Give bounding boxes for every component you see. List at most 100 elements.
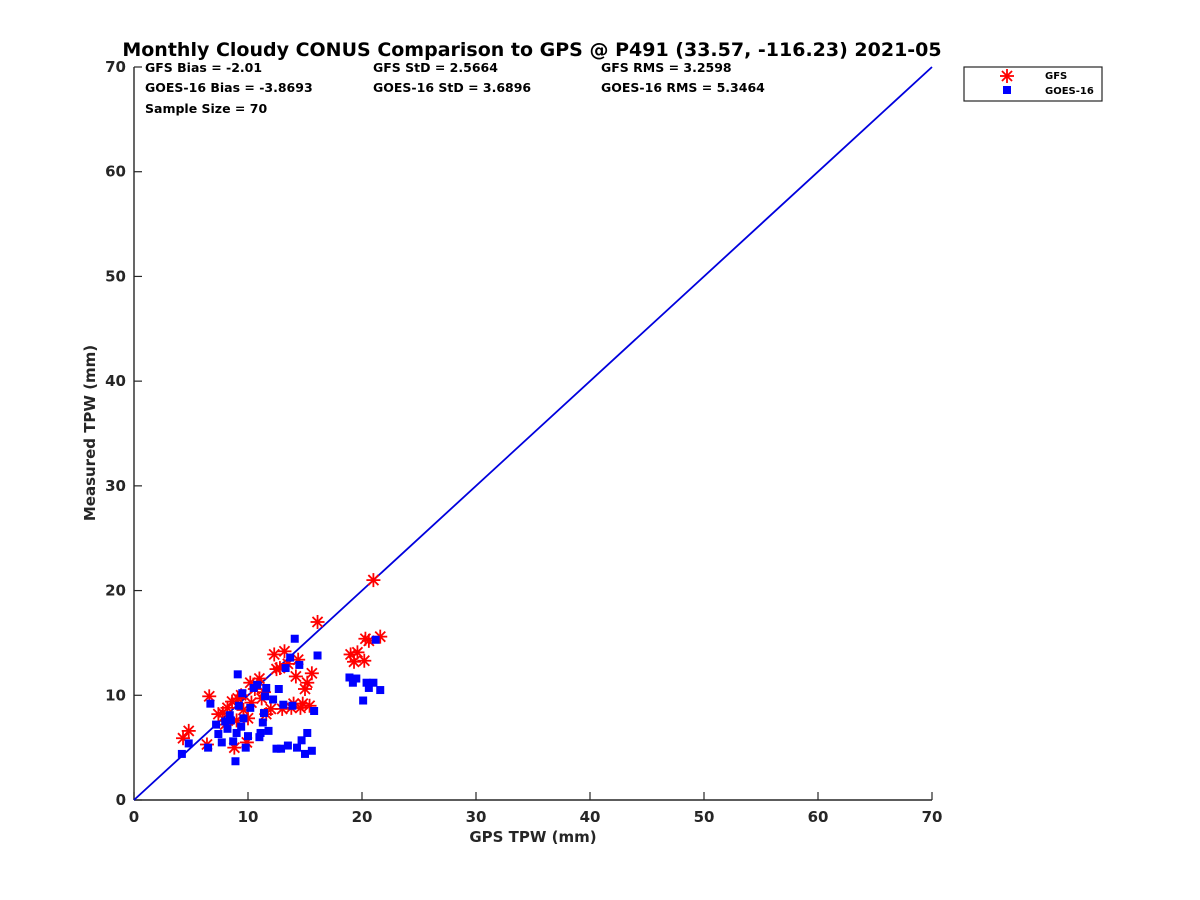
x-tick-label: 60 (808, 808, 829, 826)
chart-title: Monthly Cloudy CONUS Comparison to GPS @… (122, 39, 941, 61)
y-tick-label: 70 (105, 58, 126, 76)
goes16-point (253, 680, 262, 689)
goes16-point (293, 743, 302, 752)
goes16-point (303, 728, 312, 737)
goes16-point (262, 683, 271, 692)
goes16-point (221, 717, 230, 726)
goes16-point (232, 728, 241, 737)
goes16-point (288, 701, 297, 710)
goes16-point (376, 686, 385, 695)
legend-box (963, 66, 1103, 102)
goes16-point (226, 716, 235, 725)
x-tick-label: 40 (580, 808, 601, 826)
goes16-point (310, 706, 319, 715)
goes16-point (352, 674, 361, 683)
plot-area: 0 10 20 30 40 50 60 70 0 10 20 30 40 50 60 70 (105, 58, 942, 826)
one-to-one-line (133, 66, 933, 801)
goes16-point (244, 732, 252, 741)
x-axis-label: GPS TPW (mm) (469, 828, 596, 846)
y-tick-label: 60 (105, 163, 126, 181)
goes16-point (264, 726, 273, 735)
goes16-point (261, 692, 270, 701)
gfs-point (288, 669, 303, 684)
goes16-point (256, 728, 265, 737)
goes16-point (281, 664, 290, 673)
goes16-point (238, 689, 247, 698)
goes16-point (225, 711, 234, 720)
y-tick-label: 10 (105, 686, 126, 704)
goes16-point (362, 678, 371, 687)
goes16-point (217, 738, 226, 747)
y-tick-label: 50 (105, 267, 126, 285)
legend-gfs-marker (1000, 69, 1014, 83)
x-tick-label: 50 (694, 808, 715, 826)
goes16-point (259, 709, 268, 718)
goes16-point (204, 743, 213, 752)
gfs-point (298, 682, 312, 697)
y-tick-label: 0 (116, 791, 126, 809)
goes16-point (295, 660, 304, 669)
goes16-point (269, 695, 278, 704)
gfs-point (366, 573, 381, 588)
stat-goes-bias: GOES-16 Bias = -3.8693 (145, 80, 313, 95)
x-tick-label: 70 (922, 808, 943, 826)
goes16-point (277, 744, 286, 753)
goes16-point (313, 651, 322, 660)
legend: GFS GOES-16 (963, 66, 1103, 102)
stat-gfs-bias: GFS Bias = -2.01 (145, 60, 262, 75)
goes16-point (206, 699, 215, 708)
y-tick-label: 20 (105, 582, 126, 600)
gfs-point (357, 653, 372, 668)
goes16-point (283, 741, 292, 750)
x-tick-label: 0 (129, 808, 139, 826)
goes16-point (359, 696, 368, 705)
goes16-point (345, 673, 354, 682)
axis-ticks: 0 10 20 30 40 50 60 70 0 10 20 30 40 50 60 70 (105, 58, 942, 826)
stat-goes-rms: GOES-16 RMS = 5.3464 (601, 80, 765, 95)
gfs-point (304, 666, 319, 681)
goes16-point (297, 736, 306, 745)
gfs-point (277, 644, 292, 659)
legend-goes16-symbol (1003, 86, 1011, 94)
goes16-point (223, 724, 232, 733)
stat-goes-std: GOES-16 StD = 3.6896 (373, 80, 531, 95)
goes16-point (258, 718, 267, 727)
goes16-point (286, 653, 295, 662)
gfs-point (350, 645, 365, 660)
gfs-point (267, 647, 282, 662)
goes16-point (234, 701, 243, 710)
goes16-point (246, 703, 255, 712)
goes16-point (348, 678, 357, 687)
x-tick-label: 10 (238, 808, 259, 826)
legend-gfs-label: GFS (1045, 71, 1067, 82)
goes16-point (237, 722, 246, 731)
goes16-point (274, 685, 283, 694)
goes16-point (369, 678, 378, 687)
x-tick-label: 30 (466, 808, 487, 826)
statistics-block: GFS Bias = -2.01 GFS StD = 2.5664 GFS RM… (145, 60, 765, 116)
legend-goes16-label: GOES-16 (1045, 86, 1094, 97)
goes16-point (290, 634, 299, 643)
goes16-point (239, 714, 248, 723)
goes16-point (212, 720, 221, 729)
goes16-point (301, 749, 309, 758)
goes16-point (272, 744, 281, 753)
legend-goes16-marker (1003, 86, 1011, 94)
goes16-point (184, 739, 193, 748)
goes16-point (371, 635, 380, 644)
goes16-point (279, 700, 288, 709)
legend-gfs-symbol (1000, 69, 1014, 83)
goes16-point (229, 737, 238, 746)
goes16-point (214, 730, 223, 739)
series-goes16 (177, 634, 385, 766)
goes16-point (364, 683, 373, 692)
stat-sample-size: Sample Size = 70 (145, 101, 267, 116)
y-axis-label: Measured TPW (mm) (81, 345, 99, 521)
y-tick-label: 30 (105, 477, 126, 495)
stat-gfs-rms: GFS RMS = 3.2598 (601, 60, 732, 75)
gfs-point (310, 614, 325, 629)
stat-gfs-std: GFS StD = 2.5664 (373, 60, 498, 75)
gfs-point (181, 723, 196, 738)
goes16-point (307, 746, 316, 755)
